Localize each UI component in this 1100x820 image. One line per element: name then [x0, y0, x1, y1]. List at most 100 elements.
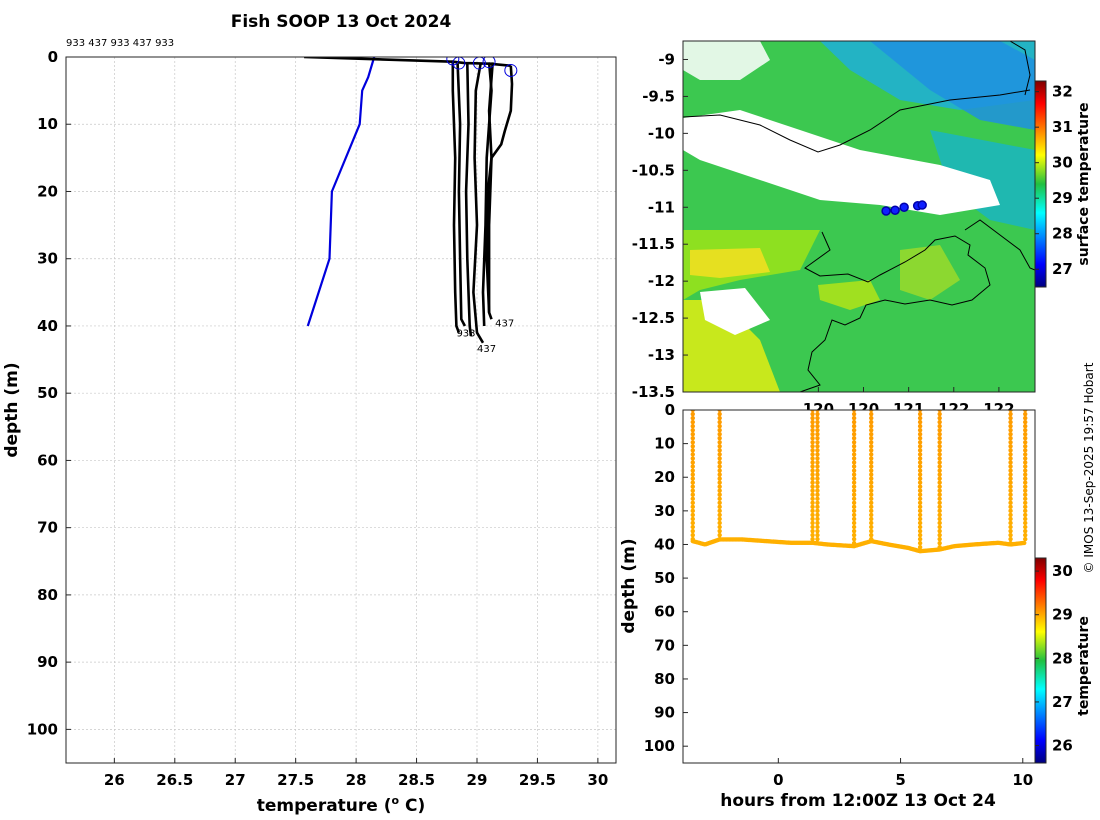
section-sample-point [690, 520, 695, 526]
section-colorbar-tick-label: 29 [1052, 606, 1073, 624]
section-sample-point [1023, 512, 1028, 518]
section-sample-point [1023, 528, 1028, 534]
section-sample-point [1008, 432, 1013, 437]
section-sample-point [1023, 456, 1028, 461]
section-sample-point [917, 427, 923, 433]
section-sample-point [717, 516, 722, 522]
section-y-tick-label: 0 [665, 401, 675, 419]
section-sample-point [815, 488, 820, 493]
section-sample-point [851, 496, 857, 501]
section-sample-point [869, 496, 874, 501]
section-sample-point [815, 500, 820, 505]
section-sample-point [690, 508, 695, 514]
section-sample-point [1022, 540, 1027, 546]
profile-x-tick-label: 27.5 [277, 771, 314, 789]
section-sample-point [937, 410, 942, 413]
section-sample-point [815, 504, 820, 510]
section-sample-point [1008, 460, 1013, 465]
section-x-tick-label: 5 [895, 771, 905, 789]
section-sample-point [937, 452, 942, 457]
section-sample-point [1023, 532, 1028, 538]
section-sample-point [810, 444, 815, 449]
section-sample-point [810, 508, 815, 514]
section-sample-point [851, 500, 857, 505]
section-sample-point [851, 436, 857, 441]
section-sample-point [717, 512, 722, 518]
section-x-tick-label: 10 [1012, 771, 1033, 789]
section-colorbar-label: temperature [1076, 616, 1092, 716]
section-sample-point [937, 464, 942, 469]
section-sample-point [869, 480, 874, 485]
section-sample-point [815, 419, 820, 425]
section-sample-point [1023, 415, 1028, 421]
section-sample-point [851, 440, 857, 445]
profile-series-line [472, 63, 485, 344]
section-sample-point [1008, 427, 1013, 433]
depth-time-section-chart: 0 5 10 0 10 20 30 40 50 60 70 80 90 100 hours from 1… [619, 401, 1092, 811]
section-sample-point [815, 472, 820, 477]
map-y-tick-label: -9.5 [642, 87, 675, 105]
cloud-gap-south [700, 288, 770, 335]
profile-x-tick-label: 26.5 [156, 771, 193, 789]
section-sample-point [717, 476, 722, 481]
section-sample-point [1023, 492, 1028, 497]
section-sample-point [690, 415, 695, 421]
section-sample-point [917, 536, 923, 542]
section-sample-point [917, 410, 923, 413]
profile-start-marker [504, 63, 518, 77]
northeast-coastline [1009, 41, 1031, 96]
section-sample-point [690, 480, 695, 485]
section-sample-point [1023, 436, 1028, 441]
section-sample-point [851, 448, 857, 453]
section-sample-point [917, 415, 923, 421]
section-sample-point [851, 480, 857, 485]
section-sample-point [851, 524, 857, 530]
section-sample-point [851, 444, 857, 449]
map-y-tick-label: -13.5 [632, 383, 675, 401]
section-sample-point [1008, 528, 1013, 534]
section-sample-point [1023, 472, 1028, 477]
section-sample-point [851, 468, 857, 473]
section-sample-point [917, 419, 923, 425]
section-sample-point [869, 508, 874, 514]
profile-series-line [487, 65, 514, 313]
profile-series-line [456, 63, 467, 327]
section-sample-point [917, 544, 923, 550]
temperature-depth-profile-chart: Fish SOOP 13 Oct 2024 933 437 933 437 93… [2, 12, 617, 816]
section-sample-point [815, 464, 820, 469]
section-sample-point [1008, 480, 1013, 485]
section-sample-point [1008, 472, 1013, 477]
section-sample-point [937, 512, 942, 518]
section-sample-point [851, 516, 857, 522]
section-sample-point [1023, 488, 1028, 493]
section-sample-point [869, 500, 874, 505]
section-sample-point [937, 540, 942, 546]
section-sample-point [851, 520, 857, 526]
section-sample-point [690, 500, 695, 505]
section-sample-point [937, 415, 942, 421]
vessel-track-point [899, 202, 909, 213]
section-sample-point [937, 516, 942, 522]
section-sample-point [717, 419, 722, 425]
section-sample-point [1008, 508, 1013, 514]
profile-y-tick-label: 70 [37, 519, 58, 537]
map-y-tick-label: -9 [658, 50, 675, 68]
profile-y-tick-label: 90 [37, 653, 58, 671]
map-y-tick-label: -10.5 [632, 161, 675, 179]
section-sample-point [869, 532, 874, 538]
section-sample-point [815, 427, 820, 433]
section-sample-point [1008, 512, 1013, 518]
section-sample-point [851, 492, 857, 497]
section-sample-point [917, 444, 923, 449]
section-sample-point [869, 427, 874, 433]
section-sample-point [851, 472, 857, 477]
section-sample-point [1023, 452, 1028, 457]
section-sample-point [1023, 460, 1028, 465]
section-sample-point [1008, 496, 1013, 501]
section-sample-point [810, 432, 815, 437]
section-sample-point [917, 432, 923, 437]
section-x-ticks: 0 5 10 [773, 758, 1033, 789]
section-sample-point [690, 432, 695, 437]
profile-y-tick-label: 40 [37, 317, 58, 335]
section-sample-point [869, 488, 874, 493]
